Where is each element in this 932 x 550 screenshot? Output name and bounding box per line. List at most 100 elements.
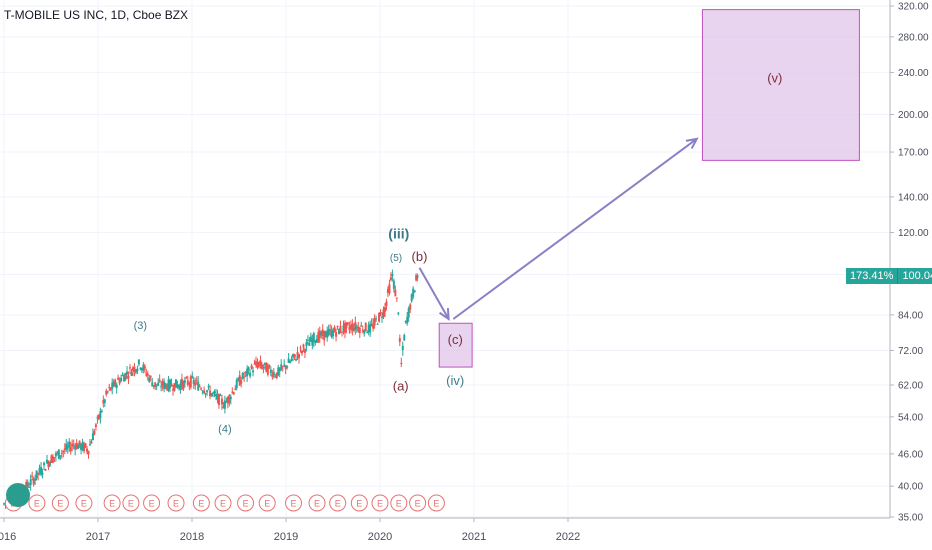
candle-body xyxy=(97,414,100,420)
candle-body xyxy=(63,448,66,451)
candle-body xyxy=(345,322,348,329)
candle-body xyxy=(65,443,68,450)
candle-body xyxy=(62,450,65,453)
candle-body xyxy=(149,376,152,378)
candle-body xyxy=(406,316,409,324)
candle-body xyxy=(326,330,329,338)
candle-body xyxy=(338,328,341,335)
candle-body xyxy=(88,444,91,446)
candle-body xyxy=(83,443,86,452)
candle-body xyxy=(80,444,83,451)
candle-body xyxy=(318,330,321,338)
candle-body xyxy=(99,411,102,418)
earnings-marker-label: E xyxy=(433,499,439,509)
candle-body xyxy=(152,385,155,387)
y-tick-label: 240.00 xyxy=(898,68,929,79)
earnings-marker-label: E xyxy=(243,499,249,509)
candle-body xyxy=(395,297,398,299)
candle-body xyxy=(145,373,148,376)
candle-body xyxy=(124,373,127,380)
earnings-marker-label: E xyxy=(291,499,297,509)
earnings-marker xyxy=(122,494,140,512)
y-tick-label: 120.00 xyxy=(898,228,929,239)
candle-body xyxy=(154,382,157,388)
wave-label: (iii) xyxy=(388,225,409,241)
candle-body xyxy=(308,342,311,346)
candle-body xyxy=(87,450,90,455)
candle-body xyxy=(321,329,324,337)
candle-body xyxy=(163,381,166,389)
candle-body xyxy=(320,331,323,336)
candle-body xyxy=(91,433,94,441)
candle-body xyxy=(388,284,391,294)
candle-body xyxy=(182,381,185,390)
candle-body xyxy=(130,372,133,376)
candle-body xyxy=(120,377,123,382)
candle-body xyxy=(185,377,188,379)
candle-body xyxy=(394,289,397,297)
projection-arrow xyxy=(418,267,450,320)
candle-body xyxy=(171,389,174,391)
candle-body xyxy=(106,391,109,393)
candle-body xyxy=(192,379,195,385)
candle-body xyxy=(183,380,186,384)
candle-body xyxy=(112,381,115,387)
y-tick-label: 40.00 xyxy=(898,482,923,493)
candle-body xyxy=(34,478,37,481)
candle-body xyxy=(241,373,244,379)
tradingview-logo-icon[interactable] xyxy=(6,483,30,507)
candle-body xyxy=(265,362,268,373)
earnings-marker xyxy=(308,494,326,512)
earnings-marker-label: E xyxy=(198,499,204,509)
projection-arrow xyxy=(452,138,698,320)
candle-body xyxy=(212,392,215,394)
candle-body xyxy=(235,379,238,389)
candle-body xyxy=(228,395,231,403)
candle-body xyxy=(43,462,46,466)
last-price-value: 100.04 xyxy=(897,268,932,284)
candle-body xyxy=(51,456,54,463)
candle-body xyxy=(284,365,287,370)
candle-body xyxy=(295,359,298,361)
candle-body xyxy=(173,383,176,391)
earnings-marker-label: E xyxy=(81,499,87,509)
candle-body xyxy=(379,312,382,314)
earnings-marker xyxy=(371,494,389,512)
candle-body xyxy=(260,364,263,369)
candle-body xyxy=(127,376,130,379)
wave-label: (b) xyxy=(412,249,428,264)
candle-body xyxy=(372,323,375,329)
candle-body xyxy=(160,386,163,388)
candle-body xyxy=(252,370,255,373)
x-tick-label: 2016 xyxy=(0,531,16,543)
candle-body xyxy=(200,388,203,390)
candle-body xyxy=(262,366,265,368)
candle-body xyxy=(407,308,410,318)
candle-body xyxy=(47,461,50,468)
candle-body xyxy=(94,424,97,428)
symbol-title: T-MOBILE US INC, 1D, Cboe BZX xyxy=(4,8,189,22)
candle-body xyxy=(391,273,394,277)
candle-body xyxy=(174,379,177,388)
candle-body xyxy=(210,393,213,397)
candle-body xyxy=(355,326,358,329)
candle-body xyxy=(385,301,388,306)
candle-body xyxy=(126,371,129,375)
wave-label: (3) xyxy=(134,320,147,332)
candle-body xyxy=(111,382,114,389)
x-tick-label: 2022 xyxy=(556,531,580,543)
candle-body xyxy=(234,388,237,391)
candle-body xyxy=(213,391,216,394)
arrow-head xyxy=(685,137,699,150)
wave-label: (iv) xyxy=(446,373,464,388)
price-change-percent: 173.41% xyxy=(846,268,898,284)
earnings-marker-label: E xyxy=(264,499,270,509)
candle-body xyxy=(131,367,134,371)
candle-body xyxy=(361,330,364,332)
candle-body xyxy=(259,360,262,367)
candle-body xyxy=(404,320,407,323)
candle-body xyxy=(108,386,111,388)
candle-body xyxy=(275,372,278,379)
candle-body xyxy=(311,338,314,346)
